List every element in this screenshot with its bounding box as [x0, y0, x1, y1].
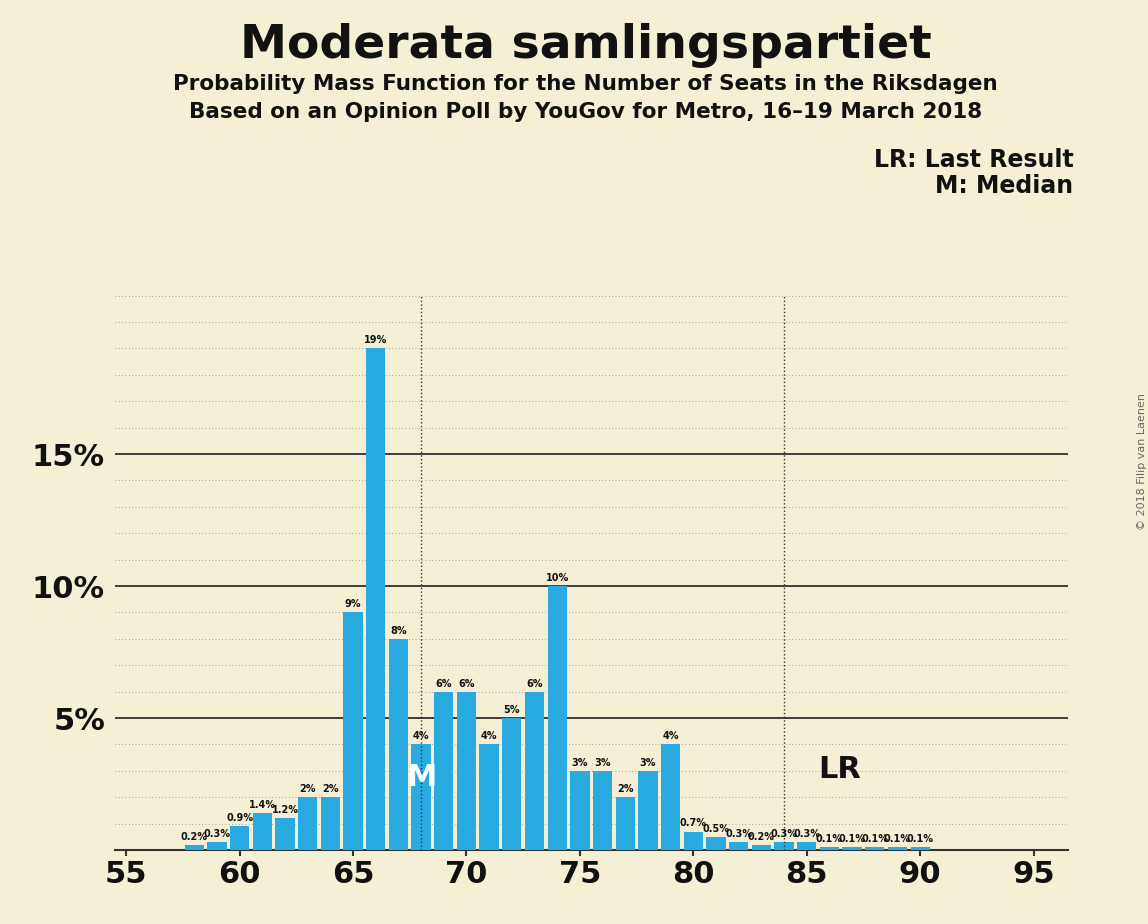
- Text: 0.1%: 0.1%: [816, 834, 843, 845]
- Text: M: M: [406, 763, 436, 792]
- Text: 0.3%: 0.3%: [793, 829, 820, 839]
- Text: 10%: 10%: [545, 573, 568, 583]
- Bar: [434, 692, 453, 850]
- Text: 1.2%: 1.2%: [271, 805, 298, 815]
- Text: 19%: 19%: [364, 335, 387, 346]
- Bar: [775, 842, 793, 850]
- Bar: [502, 718, 521, 850]
- Text: 0.3%: 0.3%: [770, 829, 798, 839]
- Text: © 2018 Filip van Laenen: © 2018 Filip van Laenen: [1138, 394, 1147, 530]
- Text: 4%: 4%: [413, 731, 429, 741]
- Bar: [208, 842, 226, 850]
- Text: 0.1%: 0.1%: [884, 834, 912, 845]
- Bar: [230, 826, 249, 850]
- Bar: [548, 586, 567, 850]
- Text: 1.4%: 1.4%: [249, 800, 276, 810]
- Bar: [480, 745, 498, 850]
- Bar: [706, 837, 726, 850]
- Text: Probability Mass Function for the Number of Seats in the Riksdagen: Probability Mass Function for the Number…: [173, 74, 998, 94]
- Bar: [843, 847, 862, 850]
- Bar: [571, 771, 590, 850]
- Bar: [276, 819, 295, 850]
- Bar: [820, 847, 839, 850]
- Bar: [389, 638, 408, 850]
- Bar: [866, 847, 884, 850]
- Text: 0.3%: 0.3%: [203, 829, 231, 839]
- Bar: [752, 845, 771, 850]
- Text: 4%: 4%: [662, 731, 678, 741]
- Text: 6%: 6%: [458, 678, 474, 688]
- Text: LR: LR: [819, 755, 861, 784]
- Text: 0.1%: 0.1%: [907, 834, 933, 845]
- Text: Based on an Opinion Poll by YouGov for Metro, 16–19 March 2018: Based on an Opinion Poll by YouGov for M…: [189, 102, 982, 122]
- Text: 9%: 9%: [344, 600, 362, 609]
- Bar: [729, 842, 748, 850]
- Text: 0.5%: 0.5%: [703, 823, 729, 833]
- Text: LR: Last Result: LR: Last Result: [874, 148, 1073, 172]
- Bar: [638, 771, 658, 850]
- Bar: [343, 613, 363, 850]
- Bar: [797, 842, 816, 850]
- Bar: [320, 797, 340, 850]
- Text: 2%: 2%: [616, 784, 634, 794]
- Text: 0.1%: 0.1%: [839, 834, 866, 845]
- Bar: [185, 845, 204, 850]
- Bar: [661, 745, 681, 850]
- Bar: [366, 348, 386, 850]
- Bar: [298, 797, 317, 850]
- Text: 0.7%: 0.7%: [680, 819, 707, 829]
- Text: Moderata samlingspartiet: Moderata samlingspartiet: [240, 23, 931, 68]
- Text: 8%: 8%: [390, 626, 406, 636]
- Text: 5%: 5%: [504, 705, 520, 715]
- Text: 3%: 3%: [639, 758, 657, 768]
- Text: 3%: 3%: [595, 758, 611, 768]
- Text: 0.2%: 0.2%: [747, 832, 775, 842]
- Bar: [253, 813, 272, 850]
- Text: 6%: 6%: [526, 678, 543, 688]
- Bar: [910, 847, 930, 850]
- Bar: [525, 692, 544, 850]
- Text: M: Median: M: Median: [936, 174, 1073, 198]
- Text: 0.2%: 0.2%: [180, 832, 208, 842]
- Text: 4%: 4%: [481, 731, 497, 741]
- Bar: [684, 832, 703, 850]
- Text: 0.9%: 0.9%: [226, 813, 253, 823]
- Bar: [887, 847, 907, 850]
- Bar: [592, 771, 612, 850]
- Bar: [615, 797, 635, 850]
- Bar: [457, 692, 476, 850]
- Bar: [411, 745, 430, 850]
- Text: 0.3%: 0.3%: [726, 829, 752, 839]
- Text: 2%: 2%: [300, 784, 316, 794]
- Text: 0.1%: 0.1%: [861, 834, 889, 845]
- Text: 2%: 2%: [323, 784, 339, 794]
- Text: 6%: 6%: [435, 678, 452, 688]
- Text: 3%: 3%: [572, 758, 588, 768]
